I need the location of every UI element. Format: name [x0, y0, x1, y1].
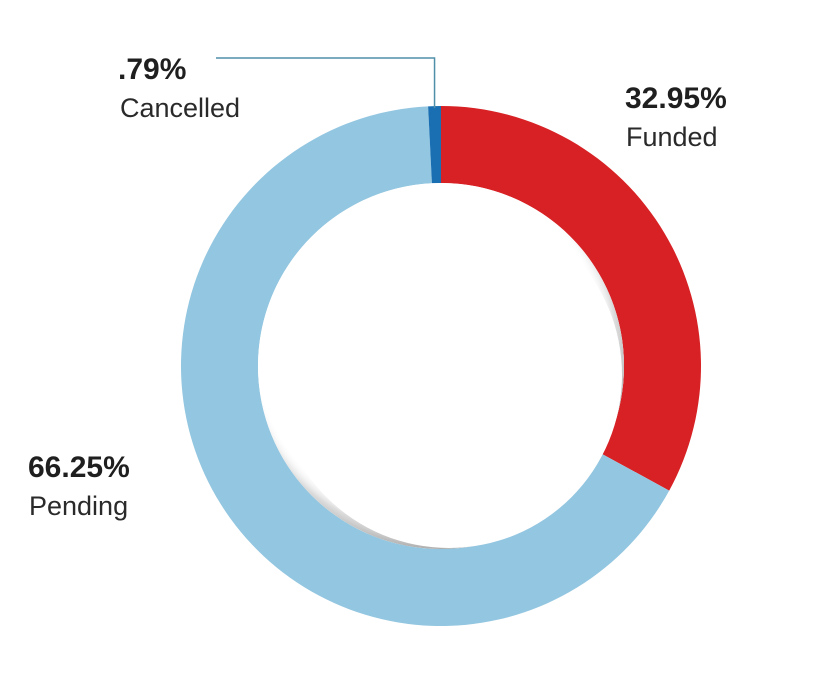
- cancelled-percent: .79%: [118, 53, 186, 86]
- funded-label: Funded: [626, 122, 718, 152]
- cancelled-leader-line: [216, 57, 436, 109]
- slice-cancelled: [428, 106, 441, 184]
- label-funded: 32.95% Funded: [625, 82, 727, 152]
- slice-pending: [181, 106, 670, 626]
- donut-slices: [181, 106, 701, 626]
- cancelled-label: Cancelled: [120, 93, 240, 123]
- slice-funded: [441, 106, 701, 491]
- pending-percent: 66.25%: [28, 451, 130, 484]
- funded-percent: 32.95%: [625, 82, 727, 115]
- label-cancelled: .79% Cancelled: [118, 53, 240, 123]
- label-pending: 66.25% Pending: [28, 451, 130, 521]
- pending-label: Pending: [29, 491, 128, 521]
- donut-hole: [276, 202, 622, 548]
